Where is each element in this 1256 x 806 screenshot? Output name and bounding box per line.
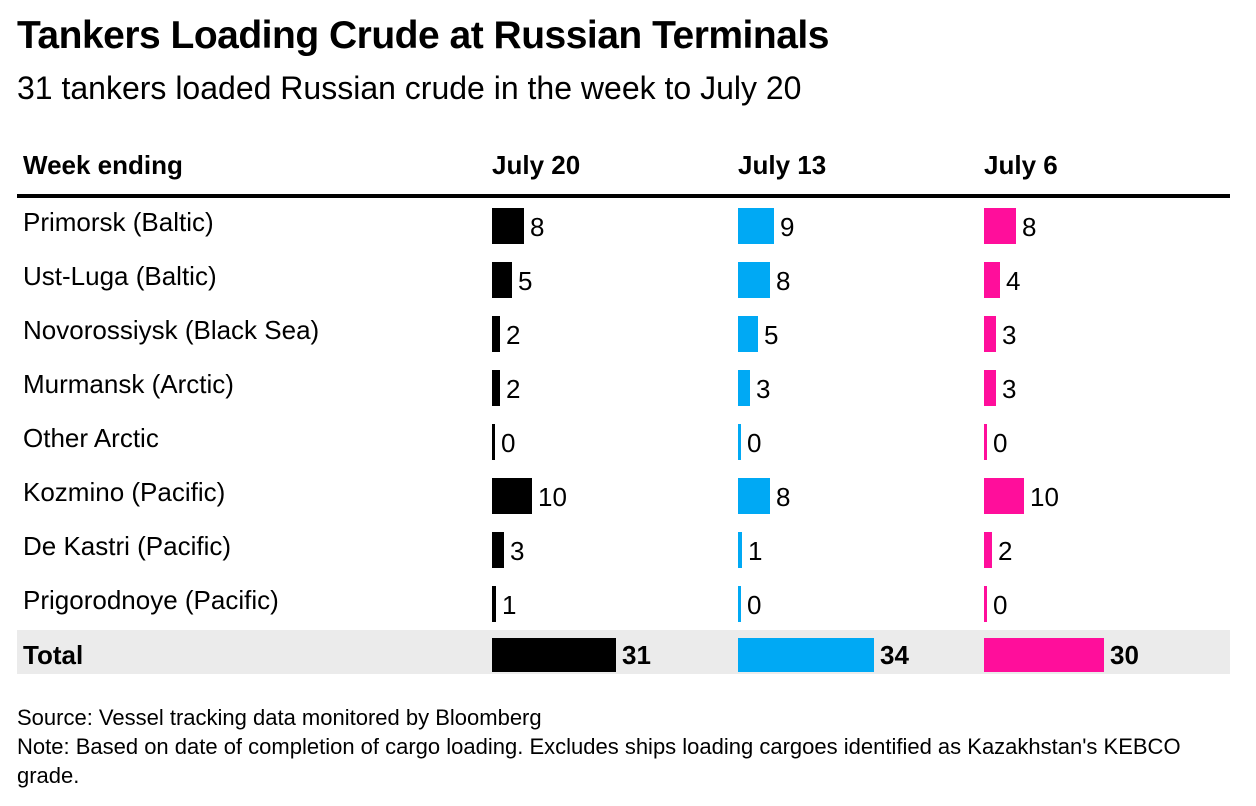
table-row: Prigorodnoye (Pacific) 1 0 0 [17, 576, 1230, 630]
bar-july-13 [738, 638, 874, 672]
bar-july-13 [738, 532, 742, 568]
terminal-label: Primorsk (Baltic) [23, 207, 214, 237]
bar-july-13 [738, 478, 770, 514]
bar-july-20 [492, 370, 500, 406]
table-row: Other Arctic 0 0 0 [17, 414, 1230, 468]
bar-july-13 [738, 208, 774, 244]
value-label: 30 [1110, 640, 1139, 670]
value-label: 0 [501, 428, 516, 458]
bar-july-13 [738, 262, 770, 298]
value-label: 31 [622, 640, 651, 670]
bar-july-6 [984, 424, 987, 460]
value-label: 1 [502, 590, 517, 620]
bar-july-6 [984, 478, 1024, 514]
table-row: De Kastri (Pacific) 3 1 2 [17, 522, 1230, 576]
value-label: 2 [998, 536, 1013, 566]
column-header-july-13: July 13 [738, 150, 827, 180]
bar-july-6 [984, 532, 992, 568]
terminal-label: Other Arctic [23, 423, 159, 453]
value-label: 10 [538, 482, 567, 512]
value-label: 0 [747, 590, 762, 620]
bar-july-6 [984, 262, 1000, 298]
value-label: 1 [748, 536, 763, 566]
value-label: 5 [518, 266, 533, 296]
bar-july-20 [492, 532, 504, 568]
terminal-label: Murmansk (Arctic) [23, 369, 234, 399]
bar-july-20 [492, 316, 500, 352]
bar-july-20 [492, 262, 512, 298]
value-label: 5 [764, 320, 779, 350]
bar-july-20 [492, 638, 616, 672]
bar-july-6 [984, 370, 996, 406]
chart-footer: Source: Vessel tracking data monitored b… [17, 703, 1237, 790]
source-note: Source: Vessel tracking data monitored b… [17, 705, 542, 730]
value-label: 34 [880, 640, 909, 670]
value-label: 3 [510, 536, 525, 566]
table-header-row: Week ending July 20 July 13 July 6 [17, 138, 1230, 198]
terminal-label: Kozmino (Pacific) [23, 477, 226, 507]
value-label: 8 [530, 212, 545, 242]
bar-july-20 [492, 424, 495, 460]
table-row: Novorossiysk (Black Sea) 2 5 3 [17, 306, 1230, 360]
value-label: 3 [756, 374, 771, 404]
table-body: Primorsk (Baltic) 8 9 8 Ust-Luga (Baltic) 5 8 4… [17, 198, 1230, 674]
value-label: 0 [993, 428, 1008, 458]
bar-july-6 [984, 586, 987, 622]
chart-title: Tankers Loading Crude at Russian Termina… [17, 14, 829, 57]
bar-july-6 [984, 638, 1104, 672]
bar-july-13 [738, 586, 741, 622]
bar-july-20 [492, 586, 496, 622]
column-header-july-20: July 20 [492, 150, 581, 180]
value-label: 0 [747, 428, 762, 458]
total-row: Total 31 34 30 [17, 630, 1230, 674]
value-label: 3 [1002, 374, 1017, 404]
value-label: 10 [1030, 482, 1059, 512]
tanker-table: Week ending July 20 July 13 July 6 Primo… [17, 138, 1230, 674]
column-header-july-6: July 6 [984, 150, 1058, 180]
table-row: Kozmino (Pacific) 10 8 10 [17, 468, 1230, 522]
bar-july-6 [984, 316, 996, 352]
value-label: 4 [1006, 266, 1021, 296]
terminal-label: Novorossiysk (Black Sea) [23, 315, 320, 345]
value-label: 9 [780, 212, 795, 242]
row-header-label: Week ending [23, 150, 183, 180]
bar-july-13 [738, 424, 741, 460]
value-label: 0 [993, 590, 1008, 620]
bar-july-13 [738, 316, 758, 352]
terminal-label: De Kastri (Pacific) [23, 531, 232, 561]
terminal-label: Prigorodnoye (Pacific) [23, 585, 279, 615]
footnote: Note: Based on date of completion of car… [17, 734, 1181, 788]
bar-july-20 [492, 478, 532, 514]
table-row: Primorsk (Baltic) 8 9 8 [17, 198, 1230, 252]
terminal-label: Ust-Luga (Baltic) [23, 261, 217, 291]
value-label: 2 [506, 374, 521, 404]
table-row: Ust-Luga (Baltic) 5 8 4 [17, 252, 1230, 306]
bar-july-20 [492, 208, 524, 244]
chart-subtitle: 31 tankers loaded Russian crude in the w… [17, 70, 802, 106]
value-label: 8 [776, 482, 791, 512]
bar-july-13 [738, 370, 750, 406]
table-row: Murmansk (Arctic) 2 3 3 [17, 360, 1230, 414]
value-label: 2 [506, 320, 521, 350]
value-label: 8 [1022, 212, 1037, 242]
bar-july-6 [984, 208, 1016, 244]
total-label: Total [23, 640, 84, 670]
value-label: 3 [1002, 320, 1017, 350]
value-label: 8 [776, 266, 791, 296]
